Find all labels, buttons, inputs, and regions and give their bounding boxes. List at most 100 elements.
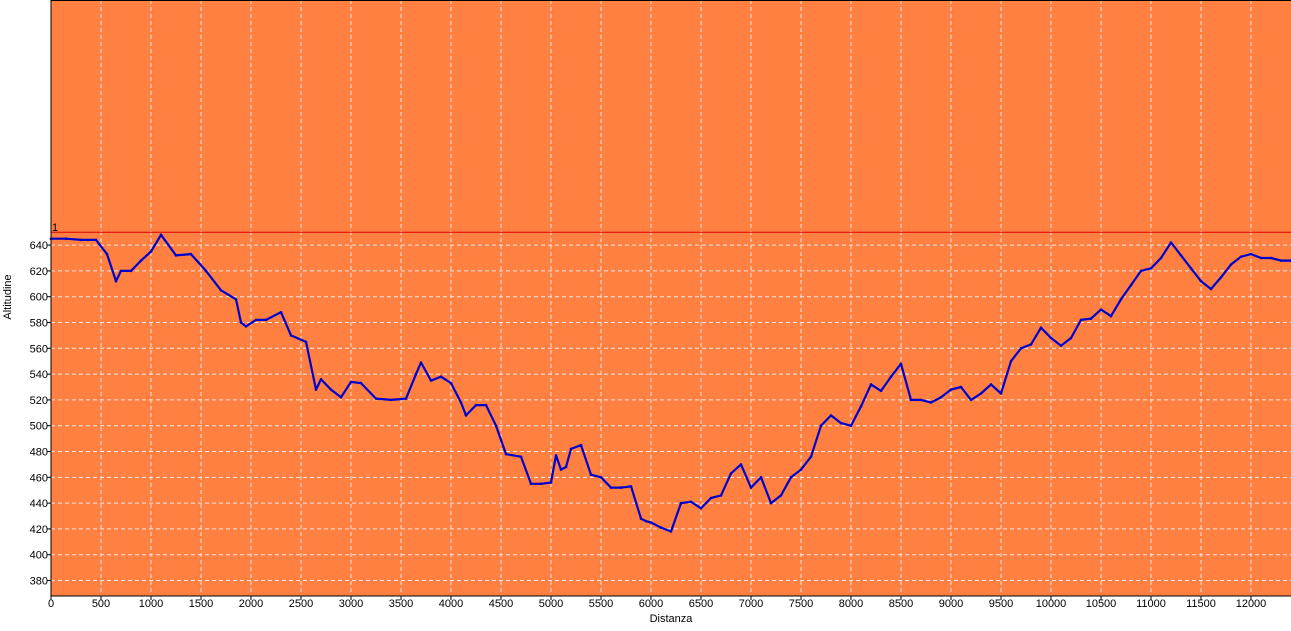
altitude-data-point [64,237,68,240]
altitude-data-point [94,238,98,242]
x-tick-label: 10500 [1086,598,1117,610]
altitude-data-point [939,396,943,399]
altitude-data-point [559,468,563,471]
altitude-data-point [374,397,378,400]
altitude-data-point [1069,336,1073,340]
altitude-data-point [1179,254,1183,257]
altitude-data-point [644,519,648,523]
altitude-data-point [244,325,248,328]
y-axis-title: Altitudine [2,274,14,319]
altitude-data-point [959,385,963,389]
altitude-data-point [119,269,123,273]
altitude-data-point [979,392,983,395]
altitude-data-point [869,383,873,386]
altitude-data-point [114,279,118,283]
altitude-series-line [51,233,1291,533]
x-tick-label: 8000 [839,598,863,610]
altitude-data-point [1059,344,1063,348]
altitude-data-point [969,398,973,402]
altitude-data-point [484,403,488,407]
altitude-data-point [1129,283,1133,287]
altitude-data-point [1249,252,1253,256]
altitude-data-point [1119,298,1123,301]
y-tick-label: 520 [30,395,48,407]
altitude-data-point [414,372,418,376]
x-tick-label: 5000 [539,598,563,610]
x-tick-label: 8500 [889,598,913,610]
altitude-data-point [879,389,883,393]
altitude-data-point [709,496,713,500]
altitude-data-point [239,321,243,324]
altitude-data-point [254,318,258,322]
altitude-data-point [504,452,508,456]
altitude-data-point [79,238,83,242]
x-tick-label: 1000 [139,598,163,610]
altitude-data-point [174,254,178,257]
altitude-data-point [679,501,683,505]
altitude-data-point [1009,359,1013,363]
altitude-data-point [449,381,453,385]
altitude-data-point [389,398,393,402]
y-tick-label: 380 [30,576,48,588]
altitude-data-point [549,481,553,484]
x-tick-label: 6000 [639,598,663,610]
altitude-data-point [1049,336,1053,340]
altitude-data-point [1239,255,1243,258]
y-tick-label: 580 [30,318,48,330]
y-tick-label: 600 [30,292,48,304]
altitude-data-point [429,379,433,382]
altitude-data-point [629,485,633,488]
x-tick-label: 0 [48,598,54,610]
altitude-data-point [359,381,363,385]
altitude-data-point [1279,259,1283,262]
altitude-data-point [459,401,463,404]
altitude-data-point [769,501,773,505]
altitude-data-point [439,375,443,379]
plot-background [51,0,1291,596]
altitude-data-point [999,392,1003,395]
altitude-data-point [304,340,308,344]
y-tick-label: 620 [30,266,48,278]
altitude-data-point [569,447,573,451]
y-tick-label: 640 [30,240,48,252]
altitude-data-point [314,388,318,391]
x-tick-label: 12000 [1236,598,1267,610]
altitude-data-point [1039,326,1043,330]
x-tick-label: 10000 [1036,598,1067,610]
altitude-data-point [404,397,408,400]
altitude-data-point [474,403,478,407]
altitude-data-point [989,383,993,386]
altitude-data-point [1149,267,1153,270]
altitude-data-point [739,463,743,466]
altitude-data-point [1109,314,1113,318]
altitude-data-point [649,521,653,524]
altitude-data-point [279,310,283,314]
altitude-data-point [699,507,703,510]
altitude-data-point [1229,263,1233,266]
x-tick-label: 500 [92,598,110,610]
altitude-data-point [264,318,268,322]
altitude-data-point [529,482,533,486]
y-tick-label: 460 [30,472,48,484]
altitude-data-point [609,486,613,489]
x-axis-title: Distanza [650,613,694,625]
altitude-data-point [639,517,643,520]
altitude-data-point [789,476,793,479]
altitude-data-point [719,494,723,497]
altitude-data-point [219,289,223,292]
altitude-data-point [339,396,343,399]
altitude-data-point [129,269,133,273]
y-tick-label: 560 [30,343,48,355]
altitude-data-point [554,454,558,457]
altitude-data-point [909,398,913,402]
altitude-data-point [1089,317,1093,320]
altitude-data-point [149,250,153,253]
altitude-data-point [519,455,523,459]
x-tick-label: 1500 [189,598,213,610]
x-tick-label: 4000 [439,598,463,610]
altitude-data-point [1159,256,1163,260]
y-tick-label: 400 [30,550,48,562]
altitude-data-point [1079,318,1083,322]
